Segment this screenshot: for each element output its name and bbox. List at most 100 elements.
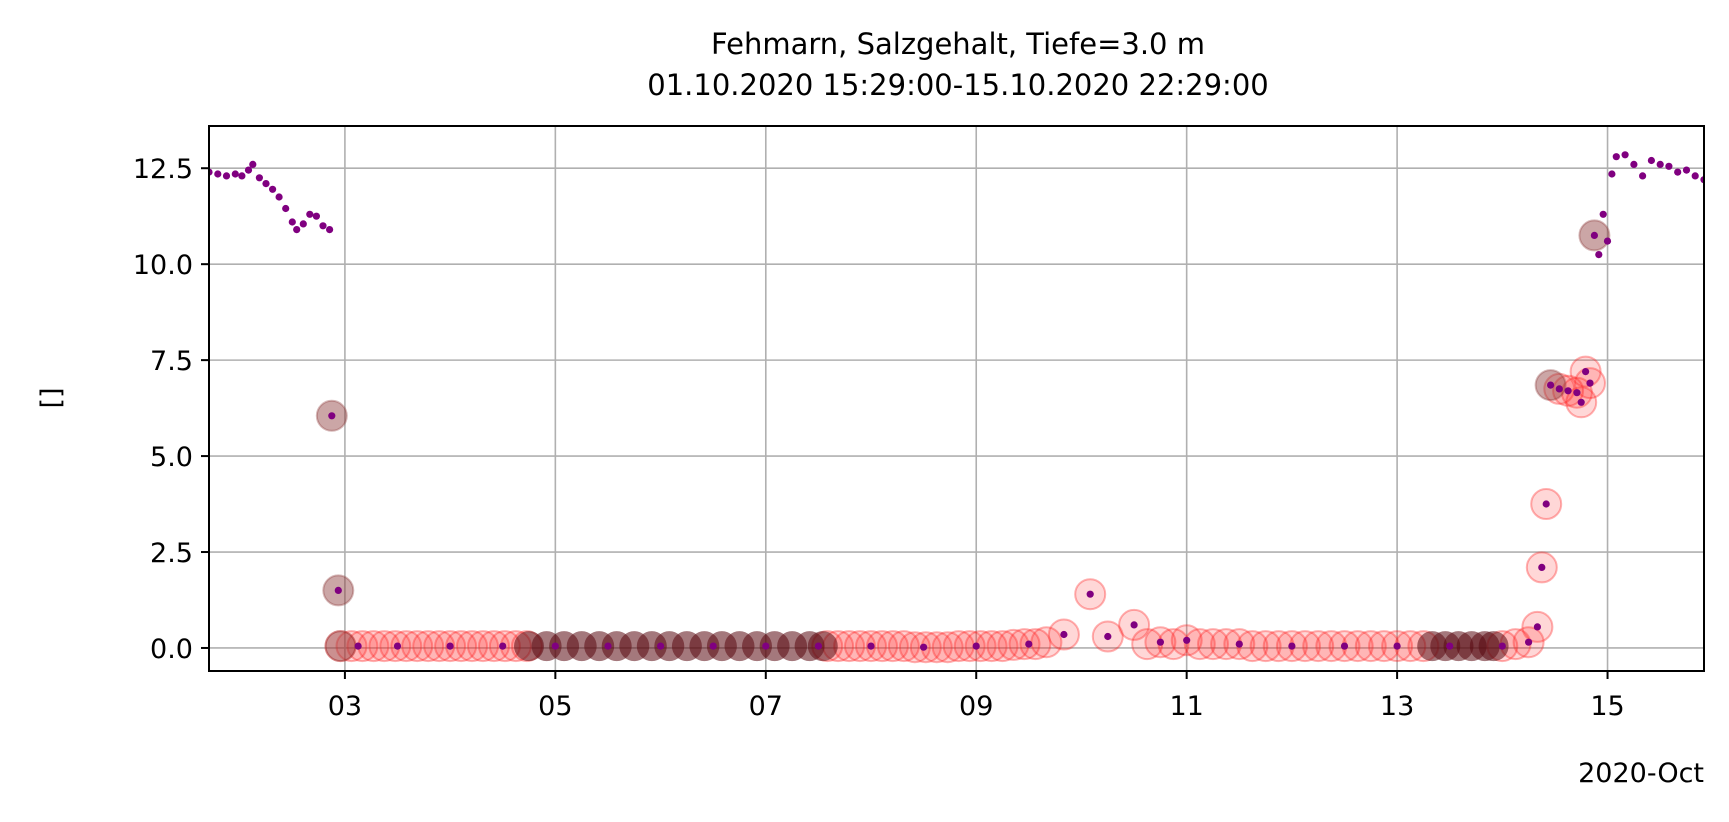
data-point [1595, 251, 1603, 259]
data-point [814, 642, 823, 650]
data-point [1542, 500, 1550, 508]
flag-marker [1354, 630, 1387, 663]
flag-marker [866, 630, 898, 663]
data-point [1288, 642, 1296, 650]
y-axis-label: [] [36, 387, 67, 408]
y-tick-label: 0.0 [150, 634, 193, 665]
chart-subtitle: 01.10.2020 15:29:00-15.10.2020 22:29:00 [647, 68, 1268, 102]
y-axis: 0.0 2.5 5.0 7.5 10.0 12.5 [133, 154, 209, 665]
data-point [1183, 636, 1191, 644]
data-point [328, 412, 336, 420]
data-point [1446, 642, 1454, 650]
data-point [446, 642, 454, 650]
data-point [1599, 210, 1607, 218]
data-point [288, 218, 296, 226]
data-point [1608, 170, 1616, 178]
data-point [1025, 640, 1033, 648]
x-tick-label: 03 [328, 691, 362, 722]
y-tick-label: 2.5 [150, 538, 193, 569]
data-point [1639, 172, 1647, 180]
flag-marker [1008, 628, 1041, 661]
data-point [1582, 368, 1590, 376]
data-point [1682, 166, 1691, 174]
flag-marker [1197, 628, 1229, 661]
flag-marker [467, 630, 499, 663]
data-point [238, 172, 246, 180]
flag-marker [1249, 630, 1282, 663]
data-point [1547, 381, 1555, 389]
data-point [1577, 398, 1585, 406]
plot-frame [208, 125, 1705, 672]
data-point [1538, 563, 1546, 572]
data-point [222, 172, 231, 180]
data-point [551, 642, 559, 650]
x-tick-label: 15 [1590, 691, 1624, 722]
data-point [262, 180, 270, 188]
data-point [1603, 237, 1612, 245]
flag-marker [412, 630, 445, 663]
x-tick-label: 11 [1169, 691, 1203, 722]
plot-layer [209, 151, 1704, 664]
flag-marker [953, 630, 986, 663]
data-point [1656, 160, 1664, 168]
data-point [1630, 160, 1638, 168]
data-point [231, 170, 239, 178]
y-tick-label: 7.5 [150, 346, 193, 377]
flag-marker [401, 630, 434, 663]
x-tick-label: 05 [538, 691, 572, 722]
data-point [293, 226, 301, 234]
data-point [1156, 638, 1164, 646]
flag-marker [423, 630, 456, 663]
data-point [1674, 168, 1682, 176]
data-point [1612, 153, 1620, 161]
y-tick-label: 12.5 [133, 154, 193, 185]
flag-marker [1478, 631, 1509, 662]
flag-marker [1183, 628, 1216, 661]
flag-marker [456, 630, 488, 663]
x-tick-label: 07 [749, 691, 783, 722]
flag-marker [986, 630, 1019, 663]
data-point [319, 222, 327, 230]
flag-marker [346, 630, 379, 663]
data-point [1104, 632, 1112, 641]
data-point [1665, 162, 1673, 170]
flag-marker [390, 630, 423, 663]
data-point [867, 642, 875, 650]
data-point [269, 185, 277, 193]
data-point [1060, 630, 1068, 639]
data-point [299, 220, 307, 228]
data-point [1130, 621, 1138, 629]
x-tick-label: 13 [1380, 691, 1414, 722]
y-tick-label: 10.0 [133, 250, 193, 281]
data-point [1393, 642, 1401, 650]
grid-layer [209, 126, 1704, 671]
flag-marker [887, 630, 920, 663]
data-point [275, 193, 283, 201]
data-point [1586, 379, 1594, 387]
data-point [709, 642, 717, 650]
data-point [762, 642, 770, 650]
data-point [499, 642, 507, 650]
chart-title: Fehmarn, Salzgehalt, Tiefe=3.0 m [711, 27, 1205, 61]
data-point [1340, 642, 1349, 650]
flag-marker [324, 630, 357, 663]
y-tick-label: 5.0 [150, 442, 193, 473]
data-point [255, 174, 263, 182]
flag-marker [445, 630, 478, 663]
data-point [1573, 389, 1581, 397]
x-axis: 03 05 07 09 11 13 15 [328, 671, 1625, 722]
flag-marker [1302, 630, 1335, 663]
flag-marker [931, 631, 964, 664]
data-point [1235, 640, 1243, 648]
data-point [354, 642, 362, 650]
data-point [326, 226, 334, 234]
data-point [920, 643, 928, 651]
data-point [1564, 387, 1572, 395]
x-tick-label: 09 [959, 691, 993, 722]
flag-marker [478, 630, 510, 663]
data-point [312, 212, 320, 220]
data-point [604, 642, 612, 650]
data-point [306, 210, 314, 218]
flag-marker [964, 630, 997, 663]
